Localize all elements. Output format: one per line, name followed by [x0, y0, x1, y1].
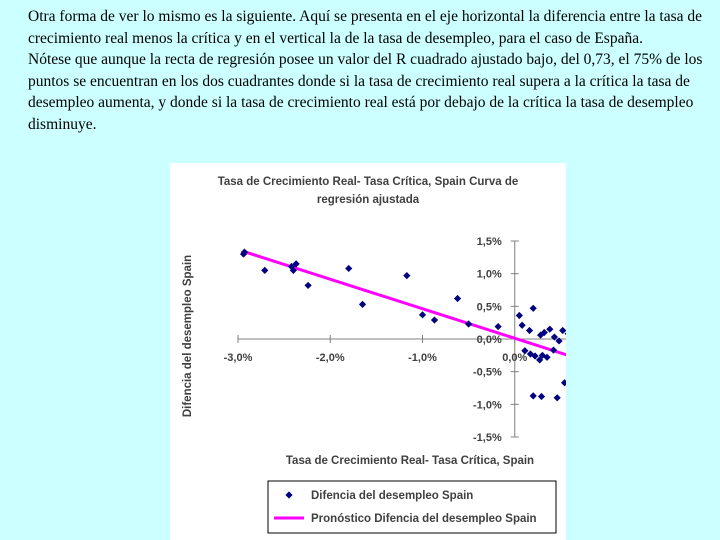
data-point — [537, 392, 546, 401]
x-tick-label: -1,0% — [408, 352, 437, 364]
data-point — [453, 294, 462, 303]
data-point — [521, 347, 529, 355]
data-point — [261, 266, 269, 274]
data-point — [358, 300, 367, 308]
slide-paragraph-1: Otra forma de ver lo mismo es la siguien… — [28, 8, 702, 47]
axes — [237, 240, 566, 438]
y-tick-label: -0,5% — [473, 367, 502, 379]
data-point — [559, 326, 566, 335]
data-point — [418, 311, 427, 319]
data-point — [525, 326, 534, 335]
data-point — [536, 331, 545, 339]
legend-label-line: Pronóstico Difencia del desempleo Spain — [311, 513, 537, 525]
y-tick-label: -1,5% — [473, 432, 502, 444]
x-tick-label: -3,0% — [224, 352, 253, 364]
data-point — [345, 264, 353, 273]
data-point — [287, 262, 296, 271]
tick-labels: -3,0%-2,0%-1,0%0,0%1,0%1,5%1,0%0,5%0,0%-… — [224, 236, 528, 444]
data-point — [240, 248, 249, 256]
data-point — [403, 272, 411, 280]
y-tick-label: 0,5% — [477, 301, 502, 313]
x-axis-label: Tasa de Crecimiento Real- Tasa Crítica, … — [286, 455, 534, 467]
legend-box — [267, 480, 557, 534]
y-axis-label: Difencia del desempleo Spain — [182, 255, 194, 417]
data-point — [564, 332, 566, 336]
slide-paragraph-2: Nótese que aunque la recta de regresión … — [28, 51, 703, 133]
x-tick-label: 0,0% — [502, 352, 527, 364]
data-point — [529, 304, 537, 312]
slide-text: Otra forma de ver lo mismo es la siguien… — [28, 6, 708, 135]
data-point — [494, 322, 502, 331]
scatter-chart: Tasa de Crecimiento Real- Tasa Crítica, … — [182, 176, 566, 534]
regression-line-path — [243, 250, 566, 357]
data-point — [555, 337, 563, 345]
data-point — [553, 394, 561, 402]
legend: Difencia del desempleo Spain Pronóstico … — [267, 480, 557, 534]
data-point — [543, 353, 551, 361]
data-point — [560, 379, 566, 387]
regression-line — [243, 250, 566, 357]
data-point — [518, 321, 526, 329]
data-point — [430, 316, 439, 324]
data-point — [536, 356, 544, 364]
data-point — [529, 392, 537, 400]
data-point — [465, 320, 473, 328]
data-point — [550, 333, 559, 341]
chart-panel: Tasa de Crecimiento Real- Tasa Crítica, … — [170, 163, 566, 540]
y-tick-label: 0,0% — [477, 334, 502, 346]
data-point — [546, 325, 554, 333]
data-point — [515, 311, 523, 320]
y-tick-label: 1,5% — [477, 236, 502, 248]
y-tick-label: -1,0% — [473, 399, 502, 411]
data-point — [531, 352, 539, 360]
chart-title-line-2: regresión ajustada — [317, 194, 420, 206]
legend-label-points: Difencia del desempleo Spain — [311, 490, 473, 502]
chart-title-line-1: Tasa de Crecimiento Real- Tasa Crítica, … — [218, 176, 519, 188]
x-tick-label: -2,0% — [316, 352, 345, 364]
data-point — [540, 328, 548, 337]
legend-marker-diamond — [285, 491, 293, 499]
legend-marker — [285, 491, 293, 499]
data-point — [304, 281, 312, 290]
data-points — [239, 248, 566, 402]
y-tick-label: 1,0% — [477, 269, 502, 281]
